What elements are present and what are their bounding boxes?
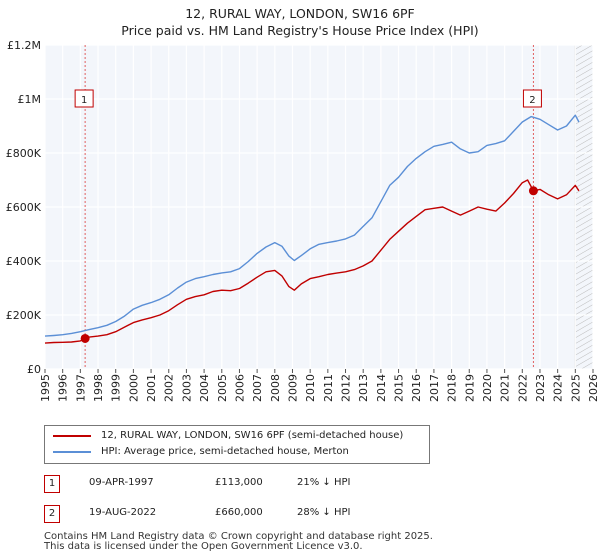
transaction-date: 09-APR-1997: [89, 477, 154, 488]
sale-marker-box: [74, 89, 94, 108]
series-line-hpi: [44, 114, 580, 337]
x-tick-label: 2016: [410, 374, 423, 402]
x-tick-label: 2020: [481, 374, 494, 402]
x-tick-label: 2003: [180, 374, 193, 402]
transaction-badge: 1: [44, 475, 60, 493]
x-tick-label: 1995: [39, 374, 52, 402]
x-tick-label: 2023: [534, 374, 547, 402]
x-tick-label: 2015: [393, 374, 406, 402]
transaction-row: 1 09-APR-1997 £113,000 21% ↓ HPI: [44, 475, 464, 493]
footer-line-2: This data is licensed under the Open Gov…: [44, 541, 363, 552]
y-tick-label: £400K: [6, 255, 42, 268]
legend-label-property: 12, RURAL WAY, LONDON, SW16 6PF (semi-de…: [101, 430, 404, 441]
price-chart: £0 £200K £400K £600K £800K £1M £1.2M 1995 1996 19…: [6, 39, 600, 402]
x-tick-label: 2013: [357, 374, 370, 402]
footer-line-1: Contains HM Land Registry data © Crown c…: [44, 531, 433, 542]
x-tick-label: 2018: [446, 374, 459, 402]
x-tick-label: 2012: [340, 374, 353, 402]
x-tick-label: 2010: [304, 374, 317, 402]
sale-marker-label: 1: [81, 95, 87, 106]
x-tick-label: 1998: [92, 374, 105, 402]
x-tick-label: 2011: [322, 374, 335, 402]
x-tick-label: 2024: [552, 374, 565, 402]
x-tick-label: 2005: [216, 374, 229, 402]
x-tick-label: 2021: [499, 374, 512, 402]
x-tick-label: 2002: [163, 374, 176, 402]
sale-point: [528, 186, 538, 196]
x-tick-label: 2014: [375, 374, 388, 402]
chart-title: 12, RURAL WAY, LONDON, SW16 6PF: [185, 6, 415, 21]
y-tick-label: £600K: [6, 201, 42, 214]
transaction-hpi-diff: 28% ↓ HPI: [297, 507, 351, 518]
y-tick-label: £0: [27, 363, 41, 376]
x-tick-label: 2019: [463, 374, 476, 402]
x-tick-label: 2009: [286, 374, 299, 402]
x-tick-label: 2017: [428, 374, 441, 402]
legend-item-hpi: HPI: Average price, semi-detached house,…: [53, 445, 349, 459]
transaction-hpi-diff: 21% ↓ HPI: [297, 477, 351, 488]
x-tick-label: 2008: [269, 374, 282, 402]
x-tick-label: 1997: [74, 374, 87, 402]
legend-swatch-property: [53, 435, 91, 437]
sale-marker-label: 2: [529, 95, 535, 106]
y-tick-label: £1.2M: [7, 39, 41, 52]
y-tick-label: £200K: [6, 309, 42, 322]
legend-swatch-hpi: [53, 451, 91, 453]
x-tick-label: 1999: [110, 374, 123, 402]
legend: 12, RURAL WAY, LONDON, SW16 6PF (semi-de…: [44, 425, 430, 464]
sale-point: [80, 333, 90, 343]
x-tick-label: 2007: [251, 374, 264, 402]
x-tick-label: 2000: [127, 374, 140, 402]
y-tick-label: £800K: [6, 147, 42, 160]
x-tick-label: 1996: [57, 374, 70, 402]
footer: Contains HM Land Registry data © Crown c…: [44, 532, 433, 552]
x-tick-label: 2001: [145, 374, 158, 402]
x-tick-label: 2006: [233, 374, 246, 402]
legend-item-property: 12, RURAL WAY, LONDON, SW16 6PF (semi-de…: [53, 429, 403, 443]
transaction-date: 19-AUG-2022: [89, 507, 157, 518]
x-tick-label: 2004: [198, 374, 211, 402]
sale-marker-box: [522, 89, 542, 108]
x-tick-label: 2026: [587, 374, 600, 402]
transaction-price: £660,000: [215, 507, 263, 518]
x-tick-label: 2022: [516, 374, 529, 402]
chart-subtitle: Price paid vs. HM Land Registry's House …: [121, 23, 479, 38]
y-tick-label: £1M: [18, 93, 42, 106]
transaction-badge: 2: [44, 505, 60, 523]
x-tick-label: 2025: [569, 374, 582, 402]
transaction-price: £113,000: [215, 477, 263, 488]
series-line-property: [44, 179, 580, 344]
legend-label-hpi: HPI: Average price, semi-detached house,…: [101, 446, 349, 457]
transaction-row: 2 19-AUG-2022 £660,000 28% ↓ HPI: [44, 505, 464, 523]
